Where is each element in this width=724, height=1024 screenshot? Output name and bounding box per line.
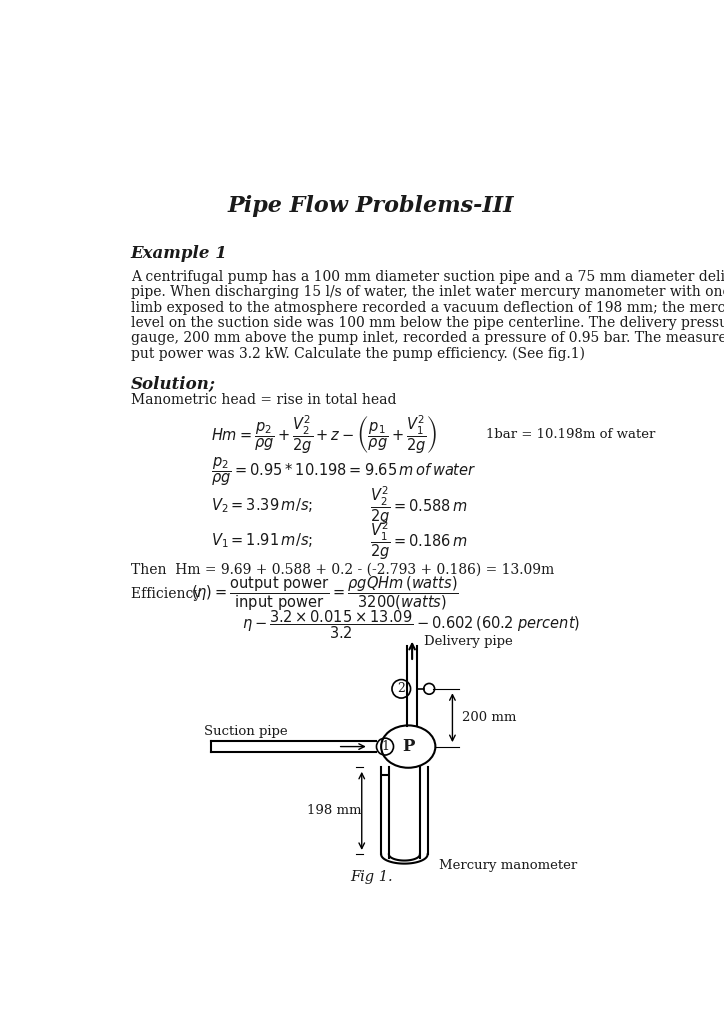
Text: $\dfrac{V_2^2}{2g} = 0.588\,\mathit{m}$: $\dfrac{V_2^2}{2g} = 0.588\,\mathit{m}$: [369, 484, 468, 527]
Text: pipe. When discharging 15 l/s of water, the inlet water mercury manometer with o: pipe. When discharging 15 l/s of water, …: [131, 286, 724, 299]
Text: P: P: [402, 738, 414, 755]
Text: Pipe Flow Problems-III: Pipe Flow Problems-III: [228, 195, 514, 217]
Text: Delivery pipe: Delivery pipe: [424, 635, 513, 647]
Text: 198 mm: 198 mm: [308, 805, 362, 817]
Text: Example 1: Example 1: [131, 246, 227, 262]
Text: 200 mm: 200 mm: [462, 712, 516, 724]
Text: Solution;: Solution;: [131, 375, 216, 391]
Text: limb exposed to the atmosphere recorded a vacuum deflection of 198 mm; the mercu: limb exposed to the atmosphere recorded …: [131, 301, 724, 314]
Text: Fig 1.: Fig 1.: [350, 870, 392, 885]
Text: $\eta - \dfrac{3.2 \times 0.015 \times 13.09}{3.2} - 0.602\,(60.2\ \mathit{perce: $\eta - \dfrac{3.2 \times 0.015 \times 1…: [242, 608, 580, 641]
Text: A centrifugal pump has a 100 mm diameter suction pipe and a 75 mm diameter deliv: A centrifugal pump has a 100 mm diameter…: [131, 270, 724, 284]
Text: gauge, 200 mm above the pump inlet, recorded a pressure of 0.95 bar. The measure: gauge, 200 mm above the pump inlet, reco…: [131, 332, 724, 345]
Text: 2: 2: [397, 682, 405, 695]
Text: Suction pipe: Suction pipe: [203, 725, 287, 737]
Text: $\dfrac{V_1^2}{2g} = 0.186\,\mathit{m}$: $\dfrac{V_1^2}{2g} = 0.186\,\mathit{m}$: [369, 519, 468, 561]
Text: 1bar = 10.198m of water: 1bar = 10.198m of water: [486, 428, 655, 441]
Text: 1: 1: [381, 740, 389, 753]
Text: Mercury manometer: Mercury manometer: [439, 859, 578, 872]
Text: $(\eta) = \dfrac{\mathrm{output\ power}}{\mathrm{input\ power}} = \dfrac{\rho g : $(\eta) = \dfrac{\mathrm{output\ power}}…: [191, 574, 459, 613]
Text: Manometric head = rise in total head: Manometric head = rise in total head: [131, 393, 396, 408]
Text: $\mathit{Hm} = \dfrac{p_2}{\rho g} + \dfrac{V_2^2}{2g} + z - \left(\dfrac{p_1}{\: $\mathit{Hm} = \dfrac{p_2}{\rho g} + \df…: [211, 414, 437, 456]
Text: $V_2 = 3.39\,\mathit{m/s};$: $V_2 = 3.39\,\mathit{m/s};$: [211, 497, 313, 515]
Text: level on the suction side was 100 mm below the pipe centerline. The delivery pre: level on the suction side was 100 mm bel…: [131, 316, 724, 330]
Text: Then  Hm = 9.69 + 0.588 + 0.2 - (-2.793 + 0.186) = 13.09m: Then Hm = 9.69 + 0.588 + 0.2 - (-2.793 +…: [131, 562, 554, 577]
Text: Efficiency: Efficiency: [131, 587, 210, 601]
Text: $V_1 = 1.91\,\mathit{m/s};$: $V_1 = 1.91\,\mathit{m/s};$: [211, 530, 313, 550]
Text: $\dfrac{p_2}{\rho g} = 0.95 * 10.198 = 9.65\,\mathit{m\,of\,water}$: $\dfrac{p_2}{\rho g} = 0.95 * 10.198 = 9…: [211, 456, 476, 488]
Text: put power was 3.2 kW. Calculate the pump efficiency. (See fig.1): put power was 3.2 kW. Calculate the pump…: [131, 347, 585, 361]
